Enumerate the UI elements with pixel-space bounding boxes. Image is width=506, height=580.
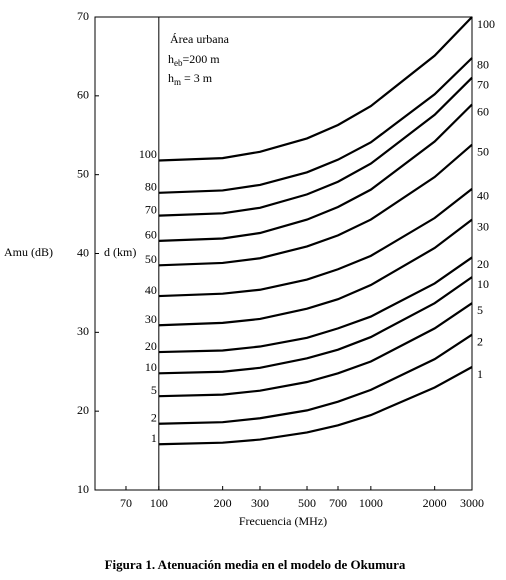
curve: [158, 366, 473, 446]
curve: [158, 218, 473, 327]
series-label-right: 1: [477, 367, 483, 381]
series-label-right: 2: [477, 334, 483, 348]
series-label-left: 2: [151, 411, 157, 425]
x-tick-label: 700: [329, 496, 347, 510]
series-label-right: 20: [477, 257, 489, 271]
series-label-left: 70: [145, 202, 157, 216]
series-label-left: 30: [145, 312, 157, 326]
curve: [158, 16, 473, 162]
y-tick-label: 20: [77, 403, 89, 417]
x-tick-label: 300: [251, 496, 269, 510]
series-label-left: 5: [151, 383, 157, 397]
curve: [158, 256, 473, 354]
annotation-part: h: [168, 52, 174, 66]
x-tick-label: 2000: [423, 496, 447, 510]
x-tick-label: 1000: [359, 496, 383, 510]
series-label-right: 80: [477, 58, 489, 72]
series-label-right: 50: [477, 144, 489, 158]
y-tick-label: 30: [77, 324, 89, 338]
annotation-sub: m: [174, 77, 181, 87]
annotation-part: =200 m: [183, 52, 221, 66]
y-tick-label: 40: [77, 245, 89, 259]
y-tick-label: 10: [77, 482, 89, 496]
series-label-right: 10: [477, 277, 489, 291]
caption: Figura 1. Atenuación media en el modelo …: [105, 557, 406, 572]
x-tick-label: 500: [298, 496, 316, 510]
series-label-left: 50: [145, 252, 157, 266]
curve: [158, 302, 473, 398]
series-label-right: 70: [477, 77, 489, 91]
series-label-right: 40: [477, 189, 489, 203]
series-label-right: 100: [477, 17, 495, 31]
annotation-part: h: [168, 71, 174, 85]
x-tick-label: 200: [214, 496, 232, 510]
y-tick-label: 60: [77, 88, 89, 102]
x-tick-label: 100: [150, 496, 168, 510]
curve: [158, 276, 473, 375]
annotation-part: = 3 m: [181, 71, 213, 85]
x-tick-label: 70: [120, 496, 132, 510]
y-tick-label: 70: [77, 9, 89, 23]
y-tick-label: 50: [77, 166, 89, 180]
series-label-left: 60: [145, 228, 157, 242]
series-label-right: 30: [477, 219, 489, 233]
curve: [158, 76, 473, 217]
series-label-left: 40: [145, 283, 157, 297]
series-label-left: 20: [145, 339, 157, 353]
series-label: d (km): [104, 245, 136, 259]
series-label-left: 10: [145, 360, 157, 374]
annotation-sub: eb: [174, 58, 183, 68]
y-axis-label: Amu (dB): [4, 245, 53, 259]
series-label-left: 80: [145, 180, 157, 194]
series-label-left: 100: [139, 147, 157, 161]
series-label-right: 60: [477, 104, 489, 118]
curve: [158, 333, 473, 425]
curve: [158, 143, 473, 267]
annotation-line: hm = 3 m: [168, 71, 213, 87]
x-axis-label: Frecuencia (MHz): [239, 514, 327, 528]
series-label-left: 1: [151, 431, 157, 445]
x-tick-label: 3000: [460, 496, 484, 510]
annotation-line: heb=200 m: [168, 52, 220, 68]
annotation-line: Área urbana: [170, 32, 230, 46]
series-label-right: 5: [477, 303, 483, 317]
curve: [158, 103, 473, 242]
curve: [158, 57, 473, 194]
curve: [158, 187, 473, 298]
